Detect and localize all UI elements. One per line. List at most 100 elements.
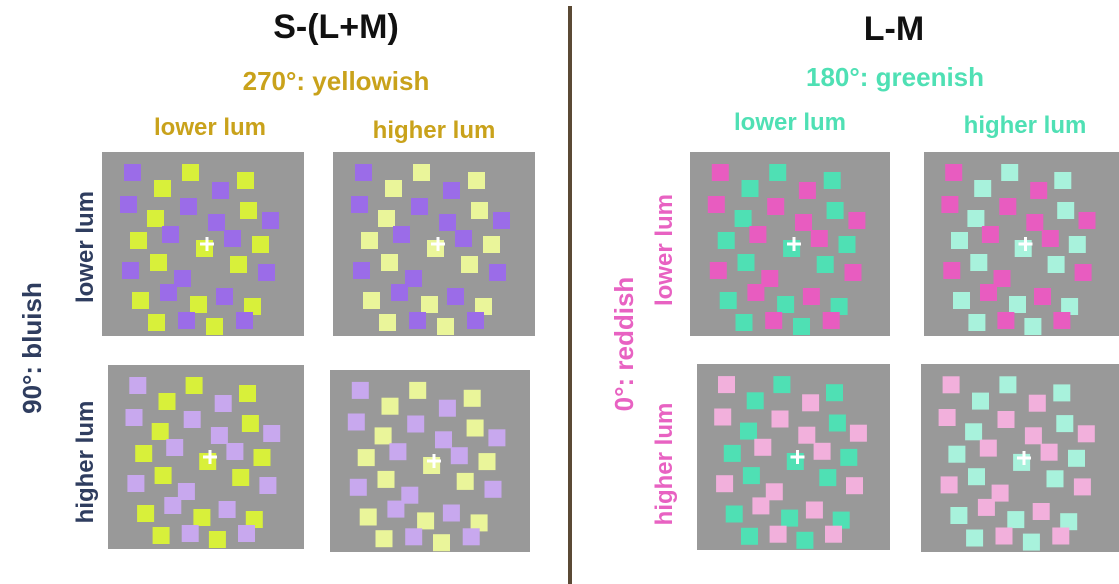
stimulus-square [1061, 298, 1079, 315]
stimulus-square [950, 507, 968, 524]
stimulus-square [413, 164, 430, 181]
stimulus-square [1078, 212, 1096, 229]
stimulus-square [488, 429, 506, 447]
stimulus-square [741, 527, 758, 545]
left-panel-lower-lower [102, 152, 304, 336]
stimulus-square [752, 497, 770, 515]
stimulus-square [463, 389, 481, 407]
stimulus-square [381, 254, 398, 271]
stimulus-square [993, 270, 1011, 287]
left-row-higher-label: higher lum [72, 400, 99, 524]
stimulus-square [995, 527, 1013, 545]
stimulus-square [433, 534, 450, 552]
stimulus-square [830, 298, 848, 315]
stimulus-square [777, 296, 795, 313]
stimulus-square [999, 198, 1017, 215]
stimulus-square [353, 262, 370, 279]
stimulus-square [1034, 288, 1051, 305]
stimulus-square [158, 393, 176, 410]
stimulus-square [991, 484, 1009, 502]
stimulus-square [166, 439, 184, 456]
stimulus-squares [351, 164, 510, 335]
stimulus-square [769, 525, 787, 543]
stimulus-square [942, 376, 960, 394]
stimulus-square [208, 531, 226, 548]
stimulus-square [456, 472, 474, 490]
stimulus-square [178, 312, 195, 329]
stimulus-square [245, 511, 263, 528]
stimulus-square [437, 318, 454, 335]
divider [568, 6, 572, 584]
stimulus-square [377, 470, 395, 488]
stimulus-square [765, 312, 783, 329]
stimulus-square [823, 172, 841, 189]
stimulus-square [826, 202, 844, 219]
stimulus-square [363, 292, 380, 309]
left-panel-lower-higher [333, 152, 535, 336]
stimulus-square [761, 270, 779, 287]
stimulus-square [258, 264, 275, 281]
stimulus-square [711, 164, 729, 181]
stimulus-square [438, 399, 456, 417]
stimulus-square [948, 445, 966, 463]
stimulus-square [1073, 478, 1091, 496]
stimulus-square [467, 312, 484, 329]
stimulus-square [405, 270, 422, 287]
stimulus-square [977, 498, 995, 516]
stimulus-square [1040, 443, 1058, 461]
stimulus-square [1077, 425, 1095, 443]
stimulus-square [819, 469, 837, 487]
stimulus-squares [347, 381, 506, 552]
stimulus-square [846, 477, 863, 495]
stimulus-square [1024, 427, 1042, 445]
stimulus-square [347, 413, 365, 431]
right-row-lower-label: lower lum [651, 193, 678, 307]
stimulus-square [493, 212, 510, 229]
stimulus-square [405, 528, 423, 546]
right-panel-higher-higher [921, 364, 1119, 552]
stimulus-square [965, 423, 983, 441]
stimulus-squares [714, 376, 867, 549]
stimulus-square [1060, 513, 1078, 531]
stimulus-square [747, 284, 765, 301]
stimulus-square [972, 392, 989, 410]
stimulus-square [771, 410, 789, 428]
stimulus-square [391, 284, 408, 301]
stimulus-square [164, 497, 182, 514]
stimulus-square [252, 236, 269, 253]
stimulus-square [357, 449, 375, 467]
stimulus-square [244, 298, 261, 315]
stimulus-square [765, 483, 783, 501]
stimulus-square [262, 212, 279, 229]
stimulus-squares [125, 377, 281, 548]
stimulus-square [462, 528, 480, 546]
fixation-cross-icon [790, 450, 805, 464]
left-subtitle: 270°: yellowish [242, 66, 430, 96]
stimulus-square [793, 318, 810, 335]
stimulus-square [1052, 527, 1070, 545]
stimulus-square [737, 254, 755, 271]
stimulus-square [212, 182, 229, 199]
stimulus-square [130, 232, 147, 249]
stimulus-square [455, 230, 472, 247]
stimulus-square [1056, 415, 1074, 433]
stimulus-square [443, 182, 460, 199]
stimulus-square [798, 182, 816, 199]
stimulus-square [840, 448, 858, 466]
fixation-cross-icon [431, 237, 445, 251]
stimulus-square [470, 514, 488, 532]
stimulus-square [1041, 230, 1059, 247]
stimulus-squares [707, 164, 866, 335]
stimulus-square [805, 501, 823, 519]
stimulus-square [718, 376, 735, 394]
stimulus-square [409, 312, 426, 329]
stimulus-square [707, 196, 725, 213]
stimulus-square [374, 427, 392, 445]
stimulus-square [1054, 172, 1072, 189]
stimulus-square [411, 198, 428, 215]
left-panel-higher-lower [108, 365, 304, 549]
stimulus-square [240, 202, 257, 219]
stimulus-square [769, 164, 787, 181]
stimulus-square [177, 483, 195, 500]
stimulus-square [466, 419, 484, 437]
